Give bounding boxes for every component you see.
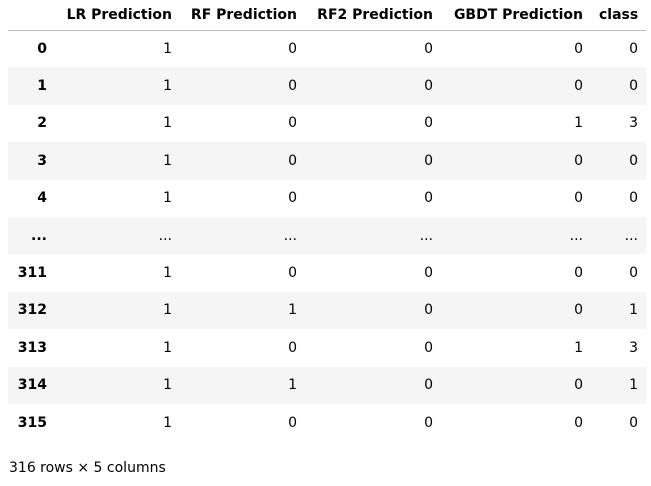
row-index: 314	[17, 377, 47, 394]
row-index: 315	[17, 414, 47, 431]
row-index: 0	[37, 40, 47, 57]
cell: 0	[288, 265, 297, 282]
row-index: 313	[17, 339, 47, 356]
cell: 0	[424, 265, 433, 282]
cell: 0	[574, 302, 583, 319]
cell: 0	[424, 78, 433, 95]
cell: 1	[163, 265, 172, 282]
cell: 1	[163, 190, 172, 207]
cell: 0	[288, 190, 297, 207]
cell: 0	[574, 190, 583, 207]
row-index: 312	[17, 302, 47, 319]
column-header: GBDT Prediction	[441, 0, 591, 31]
row-index: 311	[17, 265, 47, 282]
header-row: LR Prediction RF Prediction RF2 Prediction…	[8, 0, 646, 31]
cell: 0	[574, 40, 583, 57]
cell: 1	[163, 152, 172, 169]
cell: 0	[288, 152, 297, 169]
row-index: 3	[37, 152, 47, 169]
row-index: 2	[37, 115, 47, 132]
cell: 0	[424, 414, 433, 431]
cell: 0	[288, 78, 297, 95]
cell: ...	[158, 227, 172, 244]
cell: 0	[288, 115, 297, 132]
index-header	[8, 0, 55, 31]
cell: 0	[424, 115, 433, 132]
cell: 3	[629, 339, 638, 356]
cell: 0	[574, 265, 583, 282]
cell: 0	[629, 78, 638, 95]
table-row: ..................	[8, 216, 646, 255]
table-row: 314 1 1 0 0 1	[8, 366, 646, 404]
cell: 0	[574, 78, 583, 95]
cell: 0	[424, 377, 433, 394]
table-row: 0 1 0 0 0 0	[8, 30, 646, 67]
cell: 0	[629, 152, 638, 169]
cell: 1	[163, 115, 172, 132]
cell: 1	[629, 302, 638, 319]
cell: 0	[288, 40, 297, 57]
table-row: 2 1 0 0 1 3	[8, 105, 646, 142]
cell: 0	[288, 339, 297, 356]
column-header: class	[591, 0, 646, 31]
cell: 1	[163, 377, 172, 394]
cell: 1	[163, 78, 172, 95]
cell: 1	[163, 40, 172, 57]
cell: ...	[419, 227, 433, 244]
cell: 0	[629, 414, 638, 431]
cell: 0	[288, 414, 297, 431]
row-index: ...	[31, 227, 47, 244]
footer-text: 316 rows × 5 columns	[9, 460, 166, 476]
cell: 1	[163, 302, 172, 319]
cell: ...	[624, 227, 638, 244]
row-index: 4	[37, 190, 47, 207]
cell: 0	[424, 302, 433, 319]
dataframe-table: LR Prediction RF Prediction RF2 Prediction…	[8, 0, 646, 441]
cell: 1	[288, 302, 297, 319]
cell: 0	[629, 40, 638, 57]
cell: 1	[288, 377, 297, 394]
cell: 0	[629, 190, 638, 207]
column-header: LR Prediction	[55, 0, 180, 31]
cell: 1	[574, 339, 583, 356]
table-row: 1 1 0 0 0 0	[8, 67, 646, 105]
cell: 1	[163, 339, 172, 356]
cell: 0	[424, 190, 433, 207]
column-header: RF Prediction	[180, 0, 305, 31]
table-body: 0 1 0 0 0 0 1 1 0 0 0 0 2 1 0 0 1 3 3 1 0 0 0 0 4 1 0 0 0 0..........…	[8, 30, 646, 441]
row-index: 1	[37, 78, 47, 95]
table-row: 315 1 0 0 0 0	[8, 404, 646, 441]
table-row: 3 1 0 0 0 0	[8, 142, 646, 180]
cell: 0	[574, 414, 583, 431]
cell: ...	[569, 227, 583, 244]
table-row: 313 1 0 0 1 3	[8, 329, 646, 366]
cell: 0	[424, 152, 433, 169]
cell: 0	[574, 152, 583, 169]
cell: 1	[574, 115, 583, 132]
cell: 1	[163, 414, 172, 431]
cell: ...	[283, 227, 297, 244]
cell: 1	[629, 377, 638, 394]
table-row: 312 1 1 0 0 1	[8, 291, 646, 330]
table-row: 4 1 0 0 0 0	[8, 180, 646, 217]
cell: 0	[574, 377, 583, 394]
table-header: LR Prediction RF Prediction RF2 Prediction…	[8, 0, 646, 31]
cell: 0	[629, 265, 638, 282]
cell: 0	[424, 40, 433, 57]
column-header: RF2 Prediction	[305, 0, 441, 31]
cell: 3	[629, 115, 638, 132]
cell: 0	[424, 339, 433, 356]
table-row: 311 1 0 0 0 0	[8, 254, 646, 291]
